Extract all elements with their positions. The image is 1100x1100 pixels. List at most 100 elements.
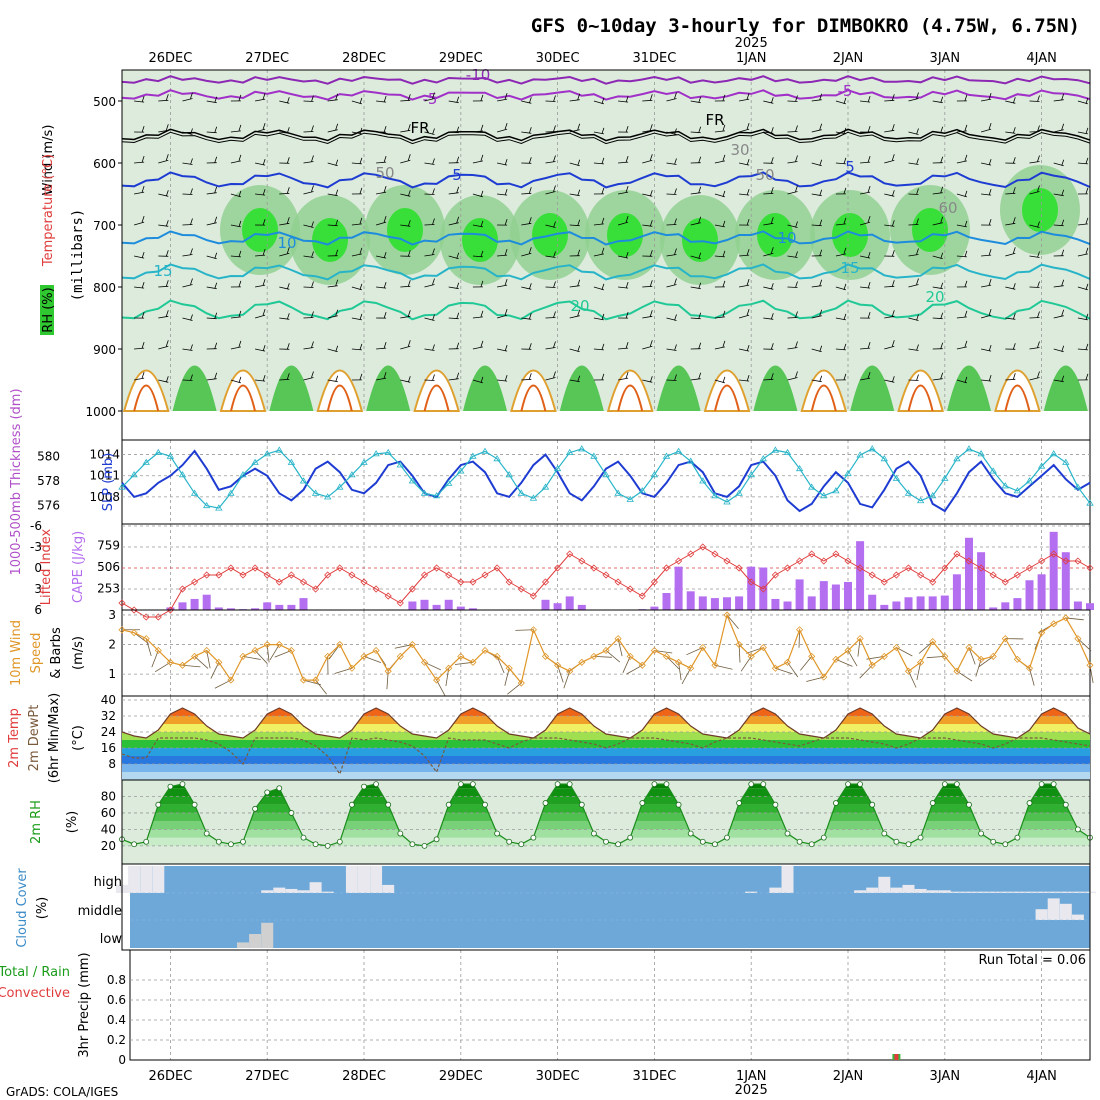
wind-barb	[763, 217, 774, 226]
rh-marker	[772, 801, 779, 808]
li-marker	[384, 592, 392, 600]
thickness-marker	[844, 469, 852, 476]
wind-barb	[230, 94, 242, 102]
date-label-bottom: 29DEC	[439, 1069, 483, 1084]
wind-marker	[662, 652, 671, 660]
wind-barb	[230, 190, 242, 198]
thickness-marker	[384, 448, 392, 456]
wind-barb	[908, 248, 919, 257]
wind-barb	[206, 372, 218, 381]
rh-column	[656, 365, 701, 411]
wind-barb	[497, 248, 508, 257]
wind-marker	[203, 646, 211, 655]
wind-barb	[860, 311, 871, 319]
wind-barb	[134, 251, 145, 259]
wind-barb	[1053, 249, 1065, 257]
li-marker	[578, 557, 586, 565]
li-marker	[1062, 557, 1070, 565]
wind-barb-10m	[859, 665, 873, 679]
wind-barb	[884, 220, 895, 227]
wind-barb-10m	[214, 679, 232, 689]
cape-bar	[287, 604, 296, 610]
wind-barb	[932, 342, 944, 350]
rh-legend-swatch	[40, 285, 54, 335]
thickness-marker	[662, 452, 671, 459]
thickness-marker	[457, 467, 465, 474]
wind-barb	[424, 128, 435, 135]
wind-barb	[714, 190, 726, 198]
rh-marker	[457, 781, 464, 788]
rh-marker	[179, 781, 186, 788]
contour-label: 10	[777, 229, 796, 247]
cloud-bar	[1035, 891, 1048, 893]
thickness-marker	[166, 452, 175, 459]
cloud-bar	[914, 888, 927, 893]
wind-barb	[666, 128, 677, 135]
cape-bar	[940, 595, 949, 610]
wind-barb	[424, 344, 435, 351]
wind-barb	[618, 341, 629, 350]
wind-barb	[133, 215, 145, 226]
wind-barb	[182, 278, 193, 288]
thickness-marker	[759, 455, 768, 462]
date-label-bottom: 26DEC	[148, 1069, 192, 1084]
li-marker	[723, 557, 731, 565]
wind-barb	[545, 95, 556, 102]
wind-marker	[420, 658, 429, 666]
rh-marker	[264, 789, 271, 796]
wind-barb	[835, 217, 847, 226]
thickness-marker	[408, 477, 417, 484]
wind-barb	[593, 97, 605, 105]
temp-dome	[510, 369, 557, 412]
cape-bar	[275, 604, 284, 610]
panel3-ylabel-cape: CAPE (J/kg)	[71, 531, 86, 603]
wind-barb	[981, 344, 992, 352]
wind-barb	[424, 278, 435, 288]
temp-band	[122, 764, 1090, 772]
wind-marker	[178, 661, 187, 669]
wind-barb	[497, 188, 508, 196]
wind-barb	[884, 190, 895, 197]
wind-marker	[227, 676, 235, 684]
contour-label: 20	[570, 297, 589, 315]
panel2-ytick-left: 578	[37, 474, 60, 488]
thickness-marker	[892, 474, 901, 481]
wind-barb	[279, 157, 290, 164]
wind-barb	[835, 157, 847, 165]
cloud-bar	[237, 942, 249, 948]
li-marker	[215, 571, 223, 579]
wind-barb	[690, 216, 702, 226]
temp-line	[121, 707, 1091, 739]
thickness-marker	[529, 494, 538, 501]
panel8-ytick: 0.2	[107, 1033, 126, 1047]
contour-label: -5	[423, 90, 438, 108]
wind-barb	[835, 283, 847, 291]
cape-bar	[1049, 531, 1058, 610]
cloud-bar	[273, 887, 286, 893]
date-label-top: 29DEC	[439, 51, 483, 66]
wind-barb-10m	[436, 679, 446, 697]
rh-marker	[845, 781, 851, 788]
wind-barb	[860, 341, 871, 350]
rh-column	[269, 365, 314, 411]
cloud-bar	[999, 891, 1012, 893]
panel3-ytick-left: 0	[34, 561, 42, 575]
li-marker	[735, 564, 743, 572]
cloud-bar	[866, 887, 879, 893]
wind-barb	[763, 283, 774, 290]
rh-marker	[1014, 834, 1021, 841]
wind-marker	[965, 643, 973, 652]
wind-barb	[351, 217, 363, 226]
wind-barb-10m	[145, 638, 152, 657]
li-marker	[154, 613, 162, 621]
wind-marker	[1050, 620, 1058, 628]
wind-barb	[400, 250, 411, 257]
rh-marker	[131, 841, 138, 848]
wind-barb	[763, 373, 774, 381]
wind-barb	[230, 154, 242, 164]
wind-barb	[956, 190, 968, 198]
wind-barb	[569, 345, 581, 353]
date-label-bottom: 2JAN	[833, 1069, 864, 1084]
temp-dome-inner	[230, 384, 256, 412]
cape-bar	[892, 601, 901, 610]
